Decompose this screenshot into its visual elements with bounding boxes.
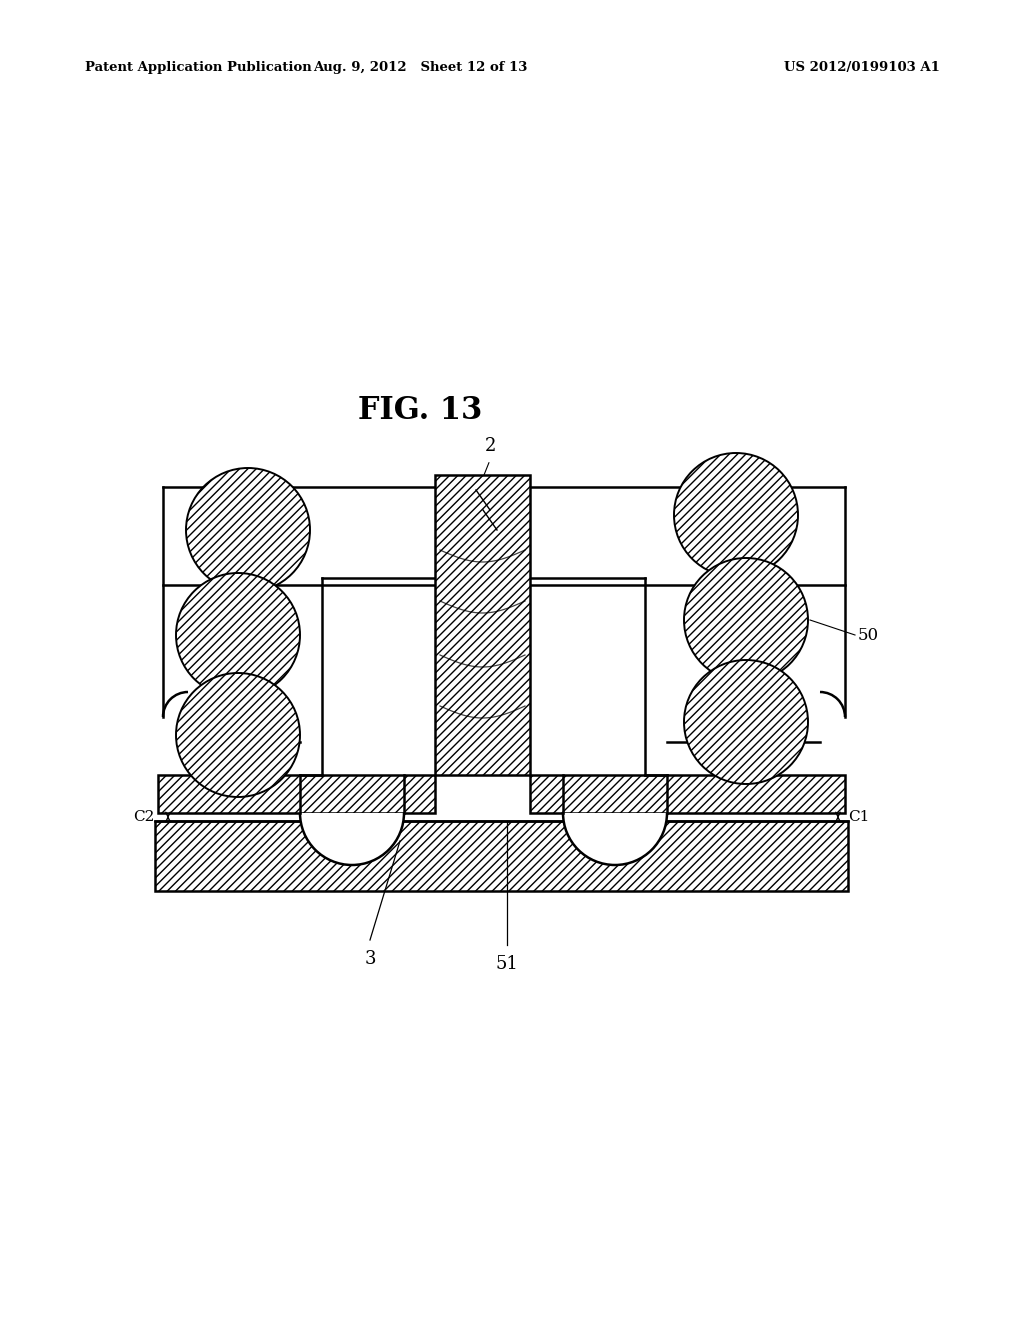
Circle shape [186,469,310,591]
Text: FIG. 13: FIG. 13 [357,395,482,426]
Text: C2: C2 [133,810,155,824]
Wedge shape [300,813,404,865]
Wedge shape [563,813,667,865]
Text: 2: 2 [484,437,496,455]
Text: US 2012/0199103 A1: US 2012/0199103 A1 [784,62,940,74]
Text: 3: 3 [365,950,376,968]
Circle shape [674,453,798,577]
Polygon shape [158,775,435,813]
Text: Aug. 9, 2012   Sheet 12 of 13: Aug. 9, 2012 Sheet 12 of 13 [312,62,527,74]
Circle shape [176,673,300,797]
Circle shape [176,573,300,697]
Text: C1: C1 [848,810,869,824]
Polygon shape [155,821,848,891]
Circle shape [684,558,808,682]
Text: Patent Application Publication: Patent Application Publication [85,62,311,74]
Text: 51: 51 [496,954,518,973]
Text: 50: 50 [858,627,880,644]
Polygon shape [435,475,530,775]
Polygon shape [530,775,845,813]
Circle shape [684,660,808,784]
